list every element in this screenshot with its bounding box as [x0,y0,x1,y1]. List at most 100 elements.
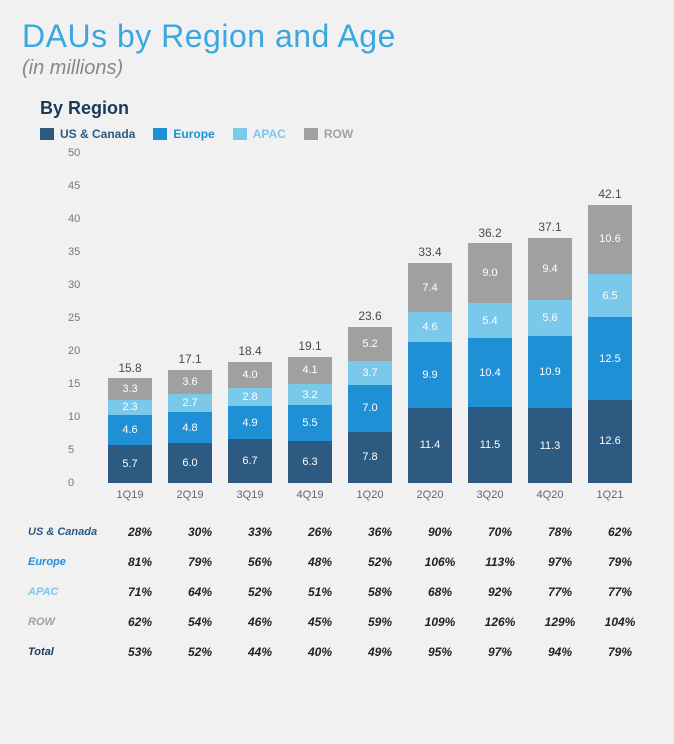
table-cell: 109% [410,615,470,629]
x-tick: 1Q19 [108,489,152,501]
legend-swatch [233,128,247,140]
legend: US & Canada Europe APAC ROW [40,127,652,141]
growth-table: US & Canada28%30%33%26%36%90%70%78%62% Eu… [22,517,662,667]
table-cell: 78% [530,525,590,539]
legend-item: APAC [233,127,286,141]
bar-segment-apac: 2.3 [108,400,152,415]
y-tick: 0 [68,477,74,489]
bar-segment-apac: 5.4 [468,303,512,339]
bar-segment-europe: 10.4 [468,338,512,407]
bar-segment-row: 10.6 [588,205,632,275]
table-row: Total53%52%44%40%49%95%97%94%79% [22,637,662,667]
bar-total-label: 37.1 [528,220,572,234]
bar-segment-apac: 5.6 [528,300,572,337]
x-axis: 1Q192Q193Q194Q191Q202Q203Q204Q201Q21 [102,489,642,507]
chart: 0510152025303540455015.85.74.62.33.317.1… [102,153,652,483]
page-subtitle-text: (in millions) [22,57,123,79]
bar-segment-apac: 2.7 [168,394,212,412]
bar-segment-apac: 6.5 [588,274,632,317]
y-tick: 30 [68,279,80,291]
bar-segment-europe: 12.5 [588,317,632,400]
page-title: DAUs by Region and Age [22,18,652,55]
legend-label: ROW [324,127,353,141]
bar-segment-europe: 9.9 [408,342,452,407]
table-row: Europe81%79%56%48%52%106%113%97%79% [22,547,662,577]
bar-segment-row: 9.4 [528,238,572,300]
table-cell: 45% [290,615,350,629]
bar-segment-row: 3.6 [168,370,212,394]
legend-item: Europe [153,127,214,141]
legend-item: US & Canada [40,127,135,141]
table-cell: 56% [230,555,290,569]
table-cell: 79% [590,555,650,569]
table-row: US & Canada28%30%33%26%36%90%70%78%62% [22,517,662,547]
bar-segment-us-canada: 6.7 [228,439,272,483]
bar-total-label: 23.6 [348,309,392,323]
section-title-text: By Region [40,98,129,118]
bar-segment-europe: 10.9 [528,336,572,408]
legend-label: APAC [253,127,286,141]
bar-segment-apac: 4.6 [408,312,452,342]
row-label: Total [22,646,110,658]
table-cell: 44% [230,645,290,659]
bar-segment-us-canada: 11.3 [528,408,572,483]
bar-segment-row: 7.4 [408,263,452,312]
page-subtitle: (in millions) [22,57,652,80]
table-cell: 77% [590,585,650,599]
table-cell: 90% [410,525,470,539]
bar-segment-europe: 4.9 [228,406,272,438]
x-tick: 4Q20 [528,489,572,501]
table-cell: 54% [170,615,230,629]
bar-segment-apac: 3.7 [348,361,392,385]
table-cell: 26% [290,525,350,539]
row-label: APAC [22,586,110,598]
table-cell: 52% [350,555,410,569]
table-cell: 58% [350,585,410,599]
table-cell: 62% [590,525,650,539]
x-tick: 2Q20 [408,489,452,501]
bar-total-label: 42.1 [588,187,632,201]
y-tick: 20 [68,345,80,357]
table-cell: 33% [230,525,290,539]
x-tick: 4Q19 [288,489,332,501]
row-label: ROW [22,616,110,628]
section-title: By Region [40,98,652,119]
bar-segment-europe: 7.0 [348,385,392,431]
bar-segment-row: 5.2 [348,327,392,361]
table-cell: 106% [410,555,470,569]
table-cell: 95% [410,645,470,659]
x-tick: 3Q20 [468,489,512,501]
table-cell: 30% [170,525,230,539]
table-cell: 36% [350,525,410,539]
table-cell: 49% [350,645,410,659]
bar-segment-us-canada: 12.6 [588,400,632,483]
bar-total-label: 33.4 [408,245,452,259]
bar-segment-row: 3.3 [108,378,152,400]
table-cell: 104% [590,615,650,629]
legend-swatch [40,128,54,140]
bar-segment-apac: 3.2 [288,384,332,405]
y-tick: 40 [68,213,80,225]
table-row: ROW62%54%46%45%59%109%126%129%104% [22,607,662,637]
table-cell: 52% [170,645,230,659]
table-cell: 94% [530,645,590,659]
table-cell: 46% [230,615,290,629]
row-label: Europe [22,556,110,568]
y-tick: 10 [68,411,80,423]
bar-segment-apac: 2.8 [228,388,272,406]
table-cell: 79% [590,645,650,659]
table-cell: 77% [530,585,590,599]
table-cell: 92% [470,585,530,599]
table-cell: 68% [410,585,470,599]
table-cell: 62% [110,615,170,629]
y-tick: 50 [68,147,80,159]
table-cell: 71% [110,585,170,599]
bar-segment-us-canada: 6.0 [168,443,212,483]
table-cell: 53% [110,645,170,659]
table-cell: 28% [110,525,170,539]
page-title-text: DAUs by Region and Age [22,18,396,54]
legend-swatch [153,128,167,140]
table-cell: 40% [290,645,350,659]
x-tick: 1Q20 [348,489,392,501]
bar-segment-europe: 4.6 [108,415,152,445]
